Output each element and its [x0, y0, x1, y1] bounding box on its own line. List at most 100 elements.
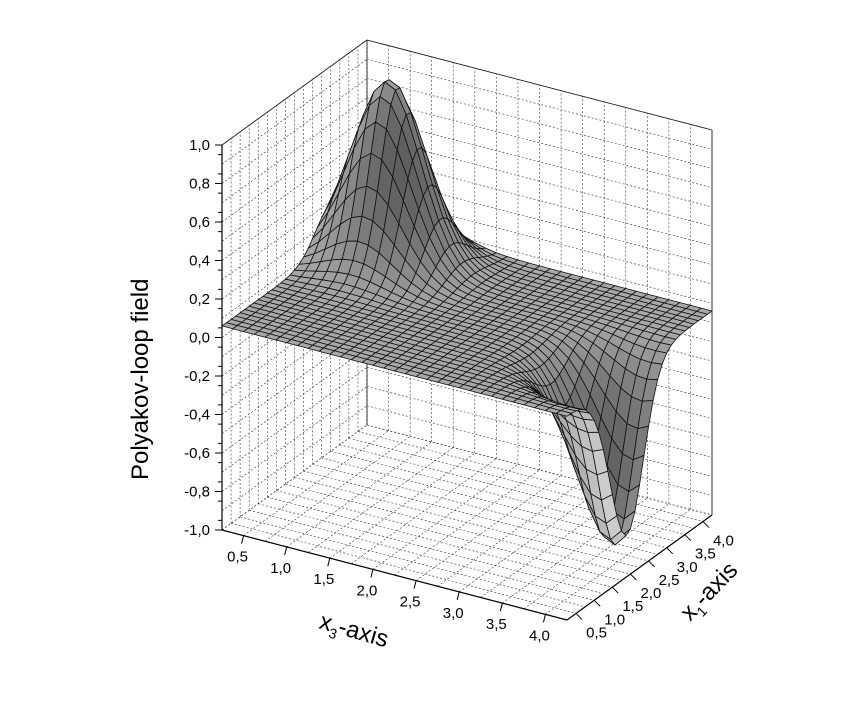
- wall-frame-line: [221, 39, 368, 146]
- axes: [215, 144, 713, 623]
- x1-tick-label: 4,0: [713, 533, 734, 550]
- floor-grid-line: [267, 496, 613, 588]
- left-wall-grid-line: [221, 78, 368, 184]
- left-wall-grid-line: [221, 97, 368, 203]
- floor-grid-line: [348, 437, 694, 529]
- x3-tick-mark: [241, 535, 245, 544]
- x3-tick-mark: [370, 569, 374, 578]
- back-wall-grid-line: [366, 78, 713, 169]
- floor-grid-line: [285, 483, 631, 575]
- floor-grid-line: [286, 441, 432, 548]
- back-wall-grid-line: [366, 116, 713, 208]
- back-wall-grid-line: [366, 174, 713, 266]
- z-axis-title: Polyakov-loop field: [127, 279, 154, 480]
- x3-tick-label: 2,0: [357, 582, 378, 599]
- z-tick-label: -0,4: [184, 407, 210, 424]
- x1-tick-mark: [648, 560, 655, 568]
- floor-grid-line: [240, 516, 586, 608]
- x3-axis-title: x3-axis: [316, 608, 392, 656]
- x3-tick-label: 1,0: [270, 560, 291, 577]
- left-wall-grid-line: [221, 386, 368, 492]
- x1-tick-mark: [666, 547, 674, 555]
- x3-tick-label: 3,0: [443, 605, 464, 622]
- z-tick-label: 0,2: [189, 291, 210, 308]
- back-wall-grid-line: [366, 347, 713, 439]
- floor-grid-line: [372, 464, 519, 570]
- x3-tick-label: 4,0: [529, 627, 550, 644]
- x1-tick-label: 3,5: [695, 546, 716, 563]
- x3-tick-mark: [542, 614, 546, 623]
- back-wall-grid-line: [366, 366, 713, 458]
- floor-grid-line: [329, 452, 475, 559]
- back-wall-grid-line: [366, 58, 713, 150]
- wall-frame-line: [366, 39, 713, 131]
- back-wall-grid-line: [366, 424, 713, 516]
- surface-patch: [555, 410, 572, 417]
- floor-grid-line: [357, 431, 704, 522]
- back-wall-grid-line: [366, 405, 713, 497]
- z-tick-label: -1,0: [184, 522, 210, 539]
- x3-tick-label: 0,5: [227, 549, 248, 566]
- back-wall-grid-line: [366, 135, 713, 227]
- left-wall-grid-line: [221, 405, 368, 511]
- floor-grid-line: [394, 469, 540, 576]
- x1-tick-label: 3,0: [677, 559, 698, 576]
- left-wall-grid-line: [221, 116, 368, 223]
- z-tick-label: -0,8: [184, 484, 210, 501]
- floor-grid-line: [303, 470, 649, 562]
- tick-labels: -1,0 -0,8 -0,6 -0,4 -0,2 0,0 0,2 0,4 0,6 0,8 1,0 0,…: [184, 137, 734, 644]
- left-wall-grid-line: [221, 347, 368, 454]
- x3-tick-mark: [499, 603, 503, 612]
- x1-tick-mark: [593, 599, 601, 607]
- floor-grid-line: [294, 477, 640, 568]
- z-tick-label: -0,2: [184, 368, 210, 385]
- x1-tick-mark: [575, 613, 583, 620]
- x3-tick-label: 1,5: [313, 571, 334, 588]
- z-tick-label: 0,0: [189, 330, 210, 347]
- floor-grid-line: [523, 503, 670, 609]
- x1-tick-mark: [684, 534, 692, 542]
- floor-grid-line: [545, 509, 691, 615]
- floor-grid-line: [249, 510, 595, 601]
- x1-tick-label: 0,5: [586, 624, 607, 641]
- floor-grid-line: [230, 523, 577, 614]
- back-wall-grid-line: [366, 212, 713, 304]
- x3-axis-title-suffix: -axis: [335, 613, 391, 653]
- back-wall-grid-line: [366, 155, 713, 246]
- floor-grid-line: [258, 503, 604, 595]
- back-wall-grid-line: [366, 386, 713, 477]
- x3-tick-mark: [327, 558, 331, 567]
- floor-grid-line: [437, 481, 583, 587]
- left-wall-grid-line: [221, 136, 368, 242]
- x3-tick-label: 3,5: [486, 616, 507, 633]
- z-tick-label: 0,4: [189, 253, 210, 270]
- x1-tick-mark: [630, 573, 637, 581]
- x1-tick-mark: [611, 586, 619, 594]
- back-wall-grid-line: [366, 328, 713, 420]
- z-tick-label: 1,0: [189, 137, 210, 154]
- z-tick-label: 0,8: [189, 176, 210, 193]
- floor-grid-line: [312, 464, 658, 555]
- x3-tick-mark: [413, 580, 417, 589]
- x1-tick-label: 1,5: [622, 598, 643, 615]
- x3-tick-mark: [456, 591, 460, 600]
- x3-tick-label: 2,5: [400, 594, 421, 611]
- z-tick-label: -0,6: [184, 445, 210, 462]
- x1-tick-label: 2,0: [640, 585, 661, 602]
- z-tick-label: 0,6: [189, 214, 210, 231]
- back-wall-grid-line: [366, 193, 713, 285]
- surface-mesh: [221, 79, 713, 546]
- x3-tick-mark: [284, 546, 288, 555]
- floor-grid-line: [243, 430, 389, 536]
- x1-tick-mark: [702, 521, 710, 528]
- floor-grid-line: [276, 490, 622, 581]
- back-wall-grid-line: [366, 97, 713, 189]
- left-wall-grid-line: [221, 424, 368, 531]
- left-wall-grid-line: [221, 59, 368, 165]
- x1-axis-line: [566, 514, 713, 621]
- x1-tick-label: 2,5: [659, 572, 680, 589]
- left-wall-grid-line: [221, 367, 368, 473]
- x3-axis-line: [221, 529, 568, 621]
